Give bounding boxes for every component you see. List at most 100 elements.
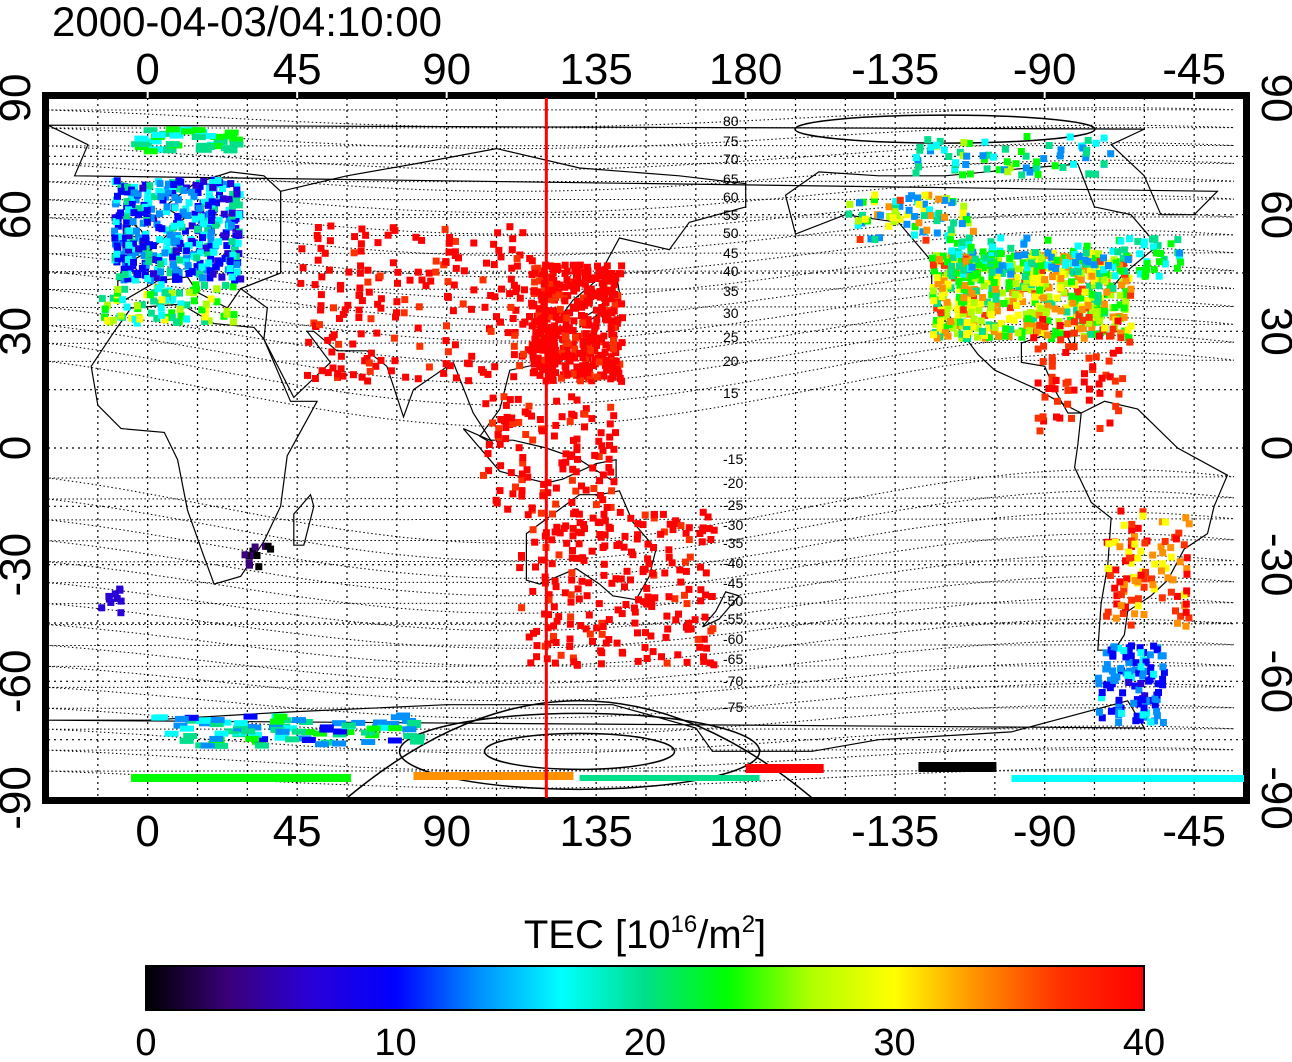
tec-pixel (958, 334, 966, 342)
tec-pixel (859, 198, 867, 206)
tec-pixel (1131, 682, 1139, 690)
tec-pixel (1141, 539, 1149, 547)
tec-pixel (1140, 667, 1147, 675)
maglat-contour (48, 511, 1235, 579)
tec-pixel (1042, 280, 1049, 288)
tec-pixel (538, 271, 546, 279)
tec-pixel (547, 312, 555, 320)
tec-pixel (981, 138, 989, 146)
tec-pixel (581, 423, 588, 431)
tec-pixel (1096, 270, 1104, 277)
tec-pixel (166, 269, 174, 277)
tec-pixel (1134, 554, 1142, 562)
tec-pixel (1070, 160, 1077, 168)
tec-pixel (572, 468, 580, 476)
tec-pixel (1093, 308, 1101, 316)
tec-pixel (427, 277, 435, 285)
tec-pixel (1102, 649, 1110, 657)
tec-pixel (577, 300, 585, 308)
tec-pixel (123, 217, 131, 225)
tec-pixel (591, 451, 599, 459)
tec-pixel (345, 268, 353, 276)
tec-pixel (1033, 158, 1041, 166)
tec-pixel (1036, 321, 1044, 329)
tec-pixel (1153, 249, 1160, 257)
tec-pixel (1062, 258, 1070, 266)
tec-pixel (962, 257, 970, 265)
tec-pixel (142, 261, 150, 269)
tec-pixel (665, 553, 673, 561)
tec-pixel (545, 591, 553, 599)
tec-pixel (554, 264, 562, 272)
tec-pixel (142, 234, 150, 242)
tec-pixel (541, 284, 549, 292)
tec-pixel (1112, 402, 1120, 410)
tec-pixel (569, 547, 576, 554)
tec-pixel (525, 402, 533, 410)
tec-pixel (332, 740, 347, 747)
tec-pixel (210, 133, 225, 140)
tec-pixel (979, 294, 987, 301)
tec-pixel (544, 479, 552, 487)
figure-title: 2000-04-03/04:10:00 (52, 0, 442, 45)
tec-pixel (1136, 250, 1144, 258)
tec-pixel (500, 417, 508, 425)
tec-pixel (432, 257, 440, 265)
tec-pixel (198, 306, 206, 314)
tec-pixel (98, 604, 106, 612)
tec-pixel (202, 300, 210, 308)
tec-pixel (1150, 266, 1158, 274)
tec-pixel (953, 305, 961, 313)
tec-pixel (481, 303, 489, 311)
tec-pixel (933, 334, 941, 342)
tec-pixel (876, 234, 883, 242)
tec-pixel (524, 346, 532, 354)
tec-pixel (540, 480, 548, 488)
tec-pixel (1053, 294, 1061, 302)
tec-pixel (562, 458, 570, 466)
tec-pixel (519, 320, 527, 328)
tec-pixel (1124, 256, 1132, 263)
tec-pixel (165, 126, 180, 133)
tec-pixel (506, 290, 514, 298)
tec-pixel (980, 155, 988, 163)
tec-pixel (376, 272, 384, 280)
tec-pixel (890, 217, 898, 225)
tec-pixel (1140, 611, 1148, 618)
tec-pixel (1183, 570, 1191, 578)
tec-pixel (608, 330, 616, 338)
tec-pixel (174, 214, 182, 222)
tec-pixel (567, 591, 575, 599)
tec-pixel (1009, 297, 1017, 305)
tec-pixel (191, 127, 206, 134)
tec-pixel (671, 595, 679, 603)
tec-pixel (935, 256, 943, 263)
tec-pixel (704, 513, 712, 521)
tec-pixel (208, 198, 216, 206)
tec-pixel (158, 311, 166, 319)
tec-pixel (518, 470, 526, 478)
tec-pixel (592, 501, 600, 509)
tec-pixel (573, 284, 581, 292)
tec-pixel (1130, 533, 1138, 541)
tec-pixel (1143, 260, 1151, 268)
tec-pixel (196, 259, 204, 267)
tec-pixel (568, 576, 576, 584)
tec-pixel (593, 292, 601, 300)
tec-pixel (532, 318, 540, 326)
tec-pixel (145, 257, 153, 265)
tec-pixel (140, 252, 148, 259)
tec-pixel (588, 415, 596, 423)
tec-pixel (510, 351, 518, 359)
tec-pixel (145, 199, 153, 207)
tec-pixel (631, 619, 639, 627)
tec-pixel (487, 292, 495, 299)
tec-pixel (1128, 526, 1136, 534)
tec-pixel (912, 154, 920, 161)
tec-pixel (571, 278, 579, 286)
tec-pixel (1086, 330, 1094, 338)
tec-pixel (697, 586, 705, 594)
tec-pixel (561, 283, 569, 291)
tec-pixel (594, 262, 601, 270)
